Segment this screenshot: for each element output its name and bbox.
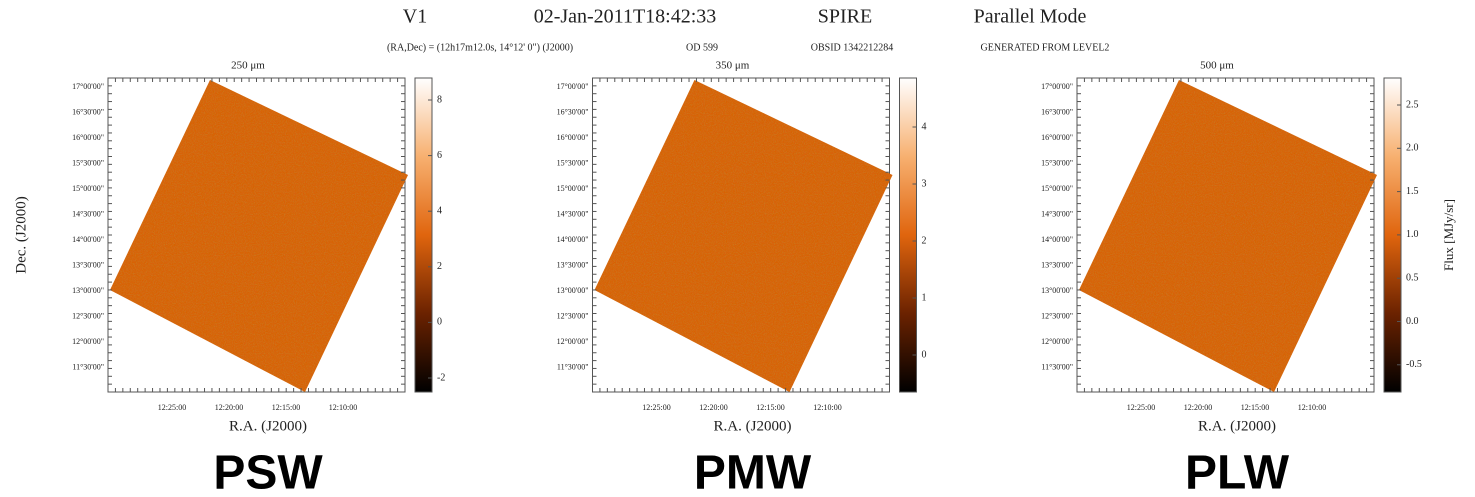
dec-tick-label: 14°00'00": [72, 235, 104, 244]
ra-tick-label: 12:10:00: [329, 403, 357, 412]
dec-tick-label: 15°30'00": [1041, 158, 1073, 167]
wavelength-label: 250 μm: [231, 60, 265, 72]
colorbar-tick-label: -0.5: [1406, 359, 1422, 370]
ra-tick-label: 12:20:00: [699, 403, 727, 412]
header-item: 02-Jan-2011T18:42:33: [534, 6, 717, 28]
header-subitem: (RA,Dec) = (12h17m12.0s, 14°12' 0") (J20…: [387, 42, 573, 53]
ra-tick-label: 12:15:00: [1241, 403, 1269, 412]
dec-tick-label: 15°00'00": [72, 184, 104, 193]
ra-tick-label: 12:10:00: [1298, 403, 1326, 412]
colorbar: [414, 77, 433, 393]
ra-axis-label: R.A. (J2000): [714, 418, 792, 434]
panel-name: PLW: [1185, 447, 1290, 497]
colorbar-tick-label: 1.5: [1406, 186, 1419, 197]
dec-tick-label: 16°00'00": [557, 133, 589, 142]
dec-tick-label: 16°00'00": [72, 133, 104, 142]
dec-tick-label: 11°30'00": [1041, 362, 1073, 371]
colorbar-tick-label: 2: [437, 261, 442, 272]
sky-map: [594, 80, 893, 392]
header-item: SPIRE: [818, 6, 872, 28]
colorbar-tick-label: 0: [922, 349, 927, 360]
colorbar-tick-label: 4: [922, 121, 927, 132]
sky-map: [110, 80, 408, 392]
wavelength-label: 500 μm: [1200, 60, 1234, 72]
dec-tick-label: 13°30'00": [1041, 260, 1073, 269]
dec-tick-label: 13°30'00": [557, 260, 589, 269]
dec-tick-label: 17°00'00": [72, 82, 104, 91]
colorbar-tick-label: 2: [922, 235, 927, 246]
ra-axis-label: R.A. (J2000): [229, 418, 307, 434]
panel-name: PSW: [213, 447, 323, 497]
dec-tick-label: 12°00'00": [557, 337, 589, 346]
dec-tick-label: 13°00'00": [72, 286, 104, 295]
ra-tick-label: 12:25:00: [158, 403, 186, 412]
colorbar-tick-label: 1: [922, 292, 927, 303]
colorbar-tick-label: 2.5: [1406, 99, 1419, 110]
dec-tick-label: 12°30'00": [1041, 311, 1073, 320]
header-subitem: OBSID 1342212284: [811, 42, 894, 53]
colorbar-tick-label: 1.0: [1406, 229, 1419, 240]
dec-tick-label: 17°00'00": [557, 82, 589, 91]
colorbar-tick-label: 2.0: [1406, 143, 1419, 154]
dec-tick-label: 14°30'00": [557, 209, 589, 218]
colorbar-tick-label: 0.0: [1406, 316, 1419, 327]
dec-tick-label: 15°30'00": [557, 158, 589, 167]
ra-tick-label: 12:25:00: [642, 403, 670, 412]
colorbar-tick-label: 6: [437, 150, 442, 161]
colorbar-tick-label: 3: [922, 178, 927, 189]
dec-tick-label: 11°30'00": [557, 362, 589, 371]
colorbar-tick-label: 8: [437, 94, 442, 105]
dec-tick-label: 15°00'00": [1041, 184, 1073, 193]
header-item: Parallel Mode: [974, 6, 1087, 28]
ra-tick-label: 12:25:00: [1127, 403, 1155, 412]
dec-tick-label: 12°30'00": [557, 311, 589, 320]
ra-axis-label: R.A. (J2000): [1198, 418, 1276, 434]
ra-tick-label: 12:20:00: [1184, 403, 1212, 412]
dec-tick-label: 13°00'00": [557, 286, 589, 295]
dec-tick-label: 13°30'00": [72, 260, 104, 269]
dec-tick-label: 12°00'00": [72, 337, 104, 346]
ra-tick-label: 12:15:00: [272, 403, 300, 412]
dec-tick-label: 16°00'00": [1041, 133, 1073, 142]
header-subitem: GENERATED FROM LEVEL2: [981, 42, 1110, 53]
header: V1 02-Jan-2011T18:42:33 SPIRE Parallel M…: [387, 6, 1109, 54]
panel: 500 μm 17°00'00" 16°30'00" 16°00'00" 15°30'0…: [1041, 60, 1422, 497]
header-subitem: OD 599: [686, 42, 718, 53]
dec-tick-label: 16°30'00": [72, 107, 104, 116]
ra-tick-label: 12:15:00: [756, 403, 784, 412]
dec-tick-label: 12°30'00": [72, 311, 104, 320]
dec-tick-label: 17°00'00": [1041, 82, 1073, 91]
colorbar-tick-label: 4: [437, 205, 442, 216]
panel: 350 μm 17°00'00" 16°30'00" 16°00'00" 15°30'0…: [557, 60, 927, 497]
dec-tick-label: 12°00'00": [1041, 337, 1073, 346]
dec-tick-label: 15°30'00": [72, 158, 104, 167]
dec-tick-label: 14°00'00": [1041, 235, 1073, 244]
dec-tick-label: 16°30'00": [1041, 107, 1073, 116]
dec-tick-label: 13°00'00": [1041, 286, 1073, 295]
colorbar-tick-label: 0: [437, 317, 442, 328]
colorbar-tick-label: 0.5: [1406, 272, 1419, 283]
dec-tick-label: 16°30'00": [557, 107, 589, 116]
dec-tick-label: 14°30'00": [72, 209, 104, 218]
colorbar: [899, 77, 917, 393]
dec-tick-label: 15°00'00": [557, 184, 589, 193]
sky-map: [1079, 80, 1377, 392]
panel: 250 μm 17°00'00" 16°30'00" 16°00'00" 15°30'0…: [72, 60, 445, 497]
dec-axis-label: Dec. (J2000): [13, 196, 29, 273]
ra-tick-label: 12:20:00: [215, 403, 243, 412]
dec-tick-label: 14°00'00": [557, 235, 589, 244]
dec-tick-label: 11°30'00": [72, 362, 104, 371]
dec-tick-label: 14°30'00": [1041, 209, 1073, 218]
ra-tick-label: 12:10:00: [813, 403, 841, 412]
colorbar-axis-label: Flux [MJy/sr]: [1441, 199, 1456, 271]
header-item: V1: [403, 6, 427, 28]
colorbar-tick-label: -2: [437, 372, 445, 383]
wavelength-label: 350 μm: [716, 60, 750, 72]
panel-name: PMW: [694, 447, 812, 497]
